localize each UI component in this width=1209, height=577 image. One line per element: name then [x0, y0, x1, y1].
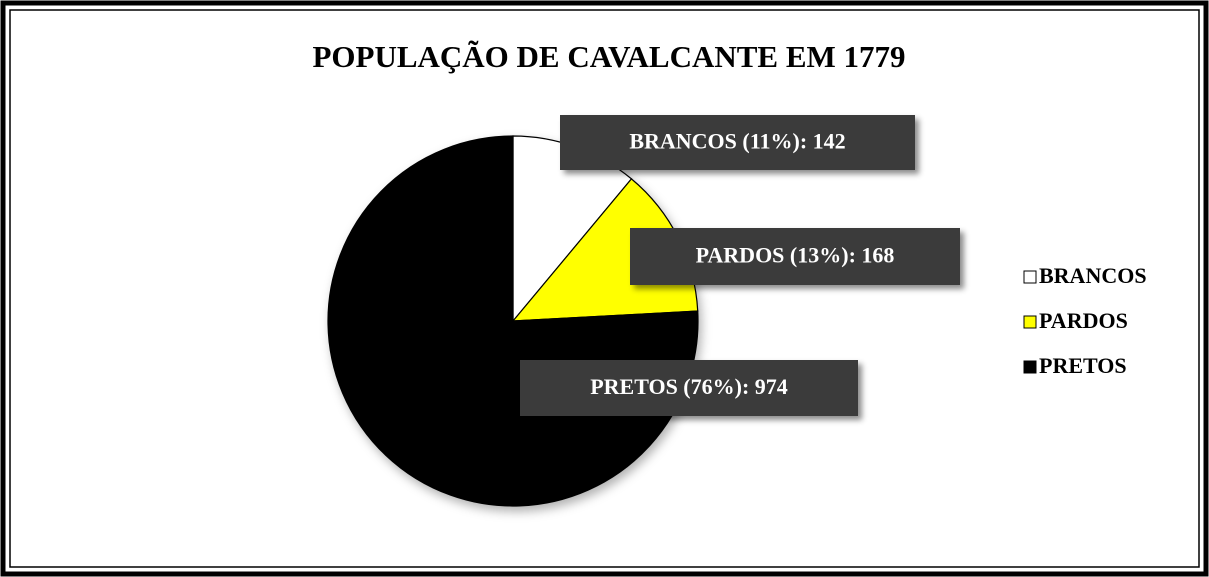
legend-items: BRANCOS PARDOS PRETOS	[1023, 263, 1147, 378]
data-label-box	[560, 115, 915, 170]
data-label: BRANCOS (11%): 142	[629, 129, 845, 154]
pie	[327, 135, 699, 507]
data-label-box	[520, 360, 858, 416]
legend-label: PRETOS	[1039, 353, 1127, 378]
data-label: PARDOS (13%): 168	[696, 243, 895, 268]
data-label-box	[630, 228, 960, 285]
legend	[1018, 252, 1180, 388]
legend-label: PARDOS	[1039, 308, 1128, 333]
data-label: PRETOS (76%): 974	[590, 374, 788, 399]
legend-swatch	[1023, 360, 1037, 374]
legend-swatch	[1023, 315, 1037, 329]
chart-title: POPULAÇÃO DE CAVALCANTE EM 1779	[312, 39, 905, 74]
inner-border	[9, 9, 1200, 568]
legend-swatch	[1023, 270, 1037, 284]
legend-label: BRANCOS	[1039, 263, 1147, 288]
data-labels: BRANCOS (11%): 142 PARDOS (13%): 168 PRETO…	[520, 115, 960, 416]
